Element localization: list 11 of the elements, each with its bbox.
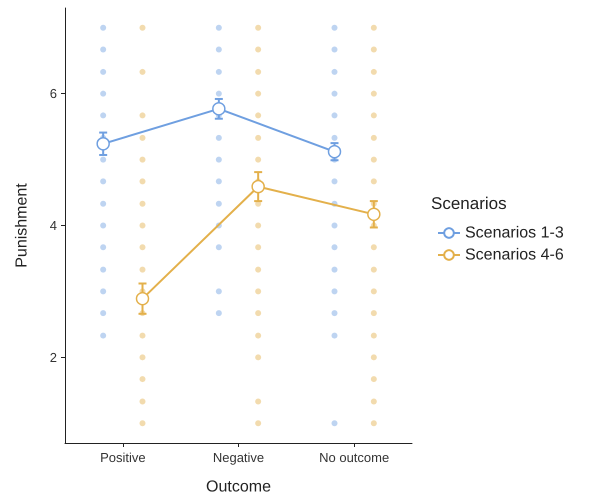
y-axis-title: Punishment <box>14 182 30 268</box>
y-tick-label: 2 <box>50 350 57 365</box>
y-tick-label: 4 <box>50 218 57 233</box>
legend-title: Scenarios <box>431 194 507 213</box>
x-axis-title: Outcome <box>206 478 272 496</box>
x-tick-label: Negative <box>212 450 264 465</box>
x-tick-label: No outcome <box>319 450 390 465</box>
legend-label: Scenarios 4-6 <box>465 246 564 264</box>
y-tick-label: 6 <box>50 86 57 102</box>
legend-label: Scenarios 1-3 <box>465 224 564 242</box>
x-tick-label: Positive <box>100 450 146 465</box>
